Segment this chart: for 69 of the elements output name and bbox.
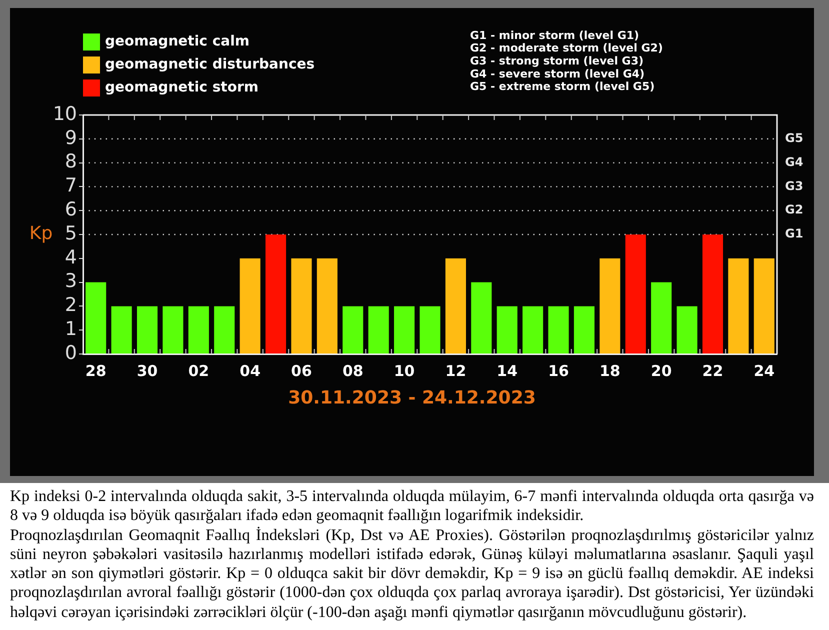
ref-line-label: G1 <box>785 226 804 241</box>
legend-label: geomagnetic storm <box>105 80 258 96</box>
text: G4 - severe storm (level G4) <box>470 67 645 80</box>
bar <box>548 306 569 354</box>
bar <box>420 306 440 354</box>
text: G5 - extreme storm (level G5) <box>470 80 655 94</box>
y-tick-label: 10 <box>52 102 77 125</box>
y-tick-label: 8 <box>64 150 77 173</box>
bar <box>651 282 672 354</box>
bar <box>676 306 698 354</box>
x-tick-label: 18 <box>599 362 620 380</box>
x-tick-label: 16 <box>548 362 569 380</box>
bar <box>291 258 312 354</box>
text: G2 - moderate storm (level G2) <box>470 42 663 55</box>
bar <box>214 306 235 354</box>
bar <box>240 258 260 354</box>
bar <box>136 306 158 354</box>
bar <box>111 306 132 354</box>
x-tick-label: 04 <box>240 362 261 380</box>
y-tick-label: 4 <box>64 246 77 268</box>
x-tick-label: 02 <box>188 362 210 380</box>
bar <box>342 306 364 354</box>
bar <box>316 258 338 354</box>
y-tick-label: 0 <box>64 342 77 364</box>
ref-line-label: G4 <box>785 154 804 169</box>
x-tick-label: 24 <box>754 362 775 380</box>
y-tick-label: 5 <box>64 222 77 244</box>
bar <box>754 258 774 354</box>
bar <box>728 258 749 354</box>
ref-line-label: G2 <box>785 202 804 217</box>
x-tick-label: 22 <box>702 362 724 380</box>
bar <box>522 306 544 354</box>
y-tick-label: 6 <box>64 198 77 221</box>
text: G1 - minor storm (level G1) <box>470 28 640 42</box>
legend-label: geomagnetic calm <box>105 34 250 50</box>
bar <box>188 306 209 354</box>
bar <box>496 306 518 354</box>
x-tick-label: 20 <box>650 362 672 380</box>
y-tick-label: 2 <box>64 294 77 316</box>
bar <box>574 306 595 354</box>
ref-line-label: G3 <box>785 178 804 193</box>
text: G3 - strong storm (level G3) <box>470 54 644 68</box>
x-tick-label: 28 <box>85 362 106 380</box>
bar <box>368 306 389 354</box>
bar <box>162 306 184 354</box>
x-tick-label: 30 <box>136 362 158 380</box>
bar <box>445 258 466 354</box>
bar <box>471 282 492 354</box>
ref-line-label: G5 <box>785 131 804 146</box>
text: Proqnozlaşdırılan Geomaqnit Fəallıq İndeksləri (Kp, Dst və AE Proxies). Göstərilən proqnozlaşdırılmış göstəricilər yalnız süni neyron şəbəkələri vasitəsilə hazırlanmış modelləri istifadə edərək, Günəş küləyi məlumatlarına əsaslanır. Şaquli yaşıl xətlər ən son qiymətləri göstərir. Kp = 0 olduqca sakit bir dövr deməkdir, Kp = 9 isə ən güclü fəallıq deməkdir. AE indeksi proqnozlaşdırılan avroral fəallığı göstərir (1000-dən çox olduqda çox parlaq avroraya işarədir). Dst göstəricisi, Yer üzündəki həlqəvi cərəyan içərisindəki zərrəcikləri ölçür (-100-dən aşağı mənfi qiymətlər qasırğanın mövcudluğunu göstərir). <box>10 526 814 622</box>
bar <box>394 306 415 354</box>
x-tick-label: 12 <box>445 362 466 380</box>
y-tick-label: 7 <box>64 174 77 197</box>
legend-label: geomagnetic disturbances <box>105 56 315 73</box>
bar <box>86 282 106 354</box>
y-tick-label: 9 <box>64 126 77 149</box>
bar <box>702 234 724 354</box>
bar <box>600 258 620 354</box>
text: Kp indeksi 0-2 intervalında olduqda sakit, 3-5 intervalında olduqda mülayim, 6-7 mənfi intervalında olduqda orta qasırğa və 8 və 9 olduqda isə böyük qasırğaları ifadə edən geomaqnit fəallığın logarifmik indeksidir. <box>10 487 814 526</box>
x-tick-label: 14 <box>496 362 518 380</box>
y-axis-title: Kp <box>29 223 53 244</box>
y-tick-label: 1 <box>64 318 77 340</box>
bar <box>625 234 646 354</box>
x-tick-label: 10 <box>394 362 415 380</box>
x-tick-label: 06 <box>291 362 312 380</box>
x-tick-label: 08 <box>342 362 364 380</box>
y-tick-label: 3 <box>64 270 77 292</box>
bar <box>265 234 286 354</box>
x-axis-title: 30.11.2023 - 24.12.2023 <box>288 388 536 409</box>
